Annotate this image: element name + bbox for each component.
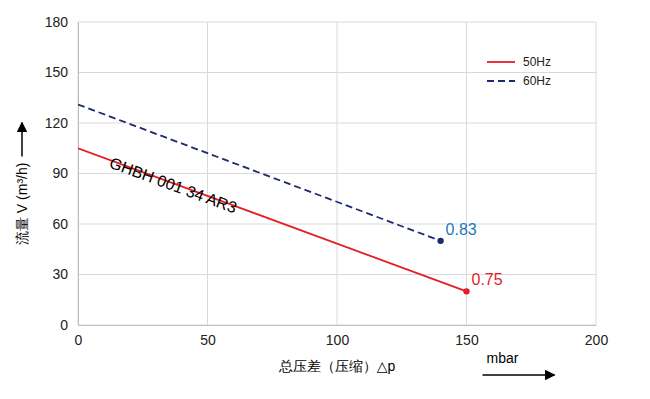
legend-item: 50Hz: [487, 55, 551, 69]
y-axis-title: 流量 V (m³/h): [14, 163, 30, 245]
grid-line-y: [78, 224, 596, 225]
grid-line-y: [78, 22, 596, 23]
legend-swatch: [487, 61, 515, 63]
legend-label: 50Hz: [523, 55, 551, 69]
x-axis-title: 总压差（压缩）△p: [278, 358, 396, 374]
legend: 50Hz 60Hz: [487, 55, 551, 88]
grid: [78, 22, 596, 325]
end-point: [463, 288, 469, 294]
annotation: 0.83: [446, 221, 477, 238]
tick: 50: [200, 325, 216, 348]
tick-label: 150: [455, 332, 479, 348]
tick-label: 150: [45, 64, 69, 80]
series-line: [78, 148, 467, 291]
grid-line-x: [78, 22, 79, 325]
y-axis: 0 30 60 90 120 150 180: [45, 14, 79, 333]
x-axis-arrow: [483, 374, 555, 376]
tick: 0: [60, 317, 78, 333]
tick: 100: [326, 325, 350, 348]
grid-line-y: [78, 72, 596, 73]
grid-line-y: [78, 123, 596, 124]
y-axis-arrow: [21, 123, 23, 157]
tick-label: 30: [52, 266, 68, 282]
legend-label: 60Hz: [523, 74, 551, 88]
tick: 90: [52, 165, 78, 181]
tick-label: 200: [585, 332, 609, 348]
chart: 0 50 100 150 200 0 30 60 90 120 150 180 GHBH 001 34 …: [0, 0, 650, 399]
tick-label: 0: [75, 332, 83, 348]
series-line: [78, 104, 441, 240]
legend-item: 60Hz: [487, 74, 551, 88]
grid-line-y: [78, 325, 596, 326]
tick-label: 100: [326, 332, 350, 348]
tick-label: 120: [45, 115, 69, 131]
tick: 150: [455, 325, 479, 348]
tick-label: 180: [45, 14, 69, 30]
tick-label: 50: [200, 332, 216, 348]
tick: 30: [52, 266, 78, 282]
tick-label: 90: [52, 165, 68, 181]
tick: 180: [45, 14, 78, 30]
legend-swatch: [487, 80, 515, 82]
tick: 150: [45, 64, 78, 80]
series-group: [78, 104, 470, 294]
tick: 0: [75, 325, 83, 348]
tick: 60: [52, 216, 78, 232]
x-axis: 0 50 100 150 200: [75, 325, 609, 348]
tick: 120: [45, 115, 78, 131]
grid-line-y: [78, 274, 596, 275]
tick-label: 60: [52, 216, 68, 232]
axis-line: [78, 23, 79, 326]
annotation: 0.75: [472, 271, 503, 288]
end-point: [437, 238, 443, 244]
plot: 0 50 100 150 200 0 30 60 90 120 150 180 GHBH 001 34 …: [45, 14, 609, 348]
x-axis-unit: mbar: [487, 350, 519, 366]
tick-label: 0: [60, 317, 68, 333]
annotation: GHBH 001 34 AR3: [107, 154, 239, 216]
axis-line: [79, 325, 597, 326]
tick: 200: [585, 325, 609, 348]
